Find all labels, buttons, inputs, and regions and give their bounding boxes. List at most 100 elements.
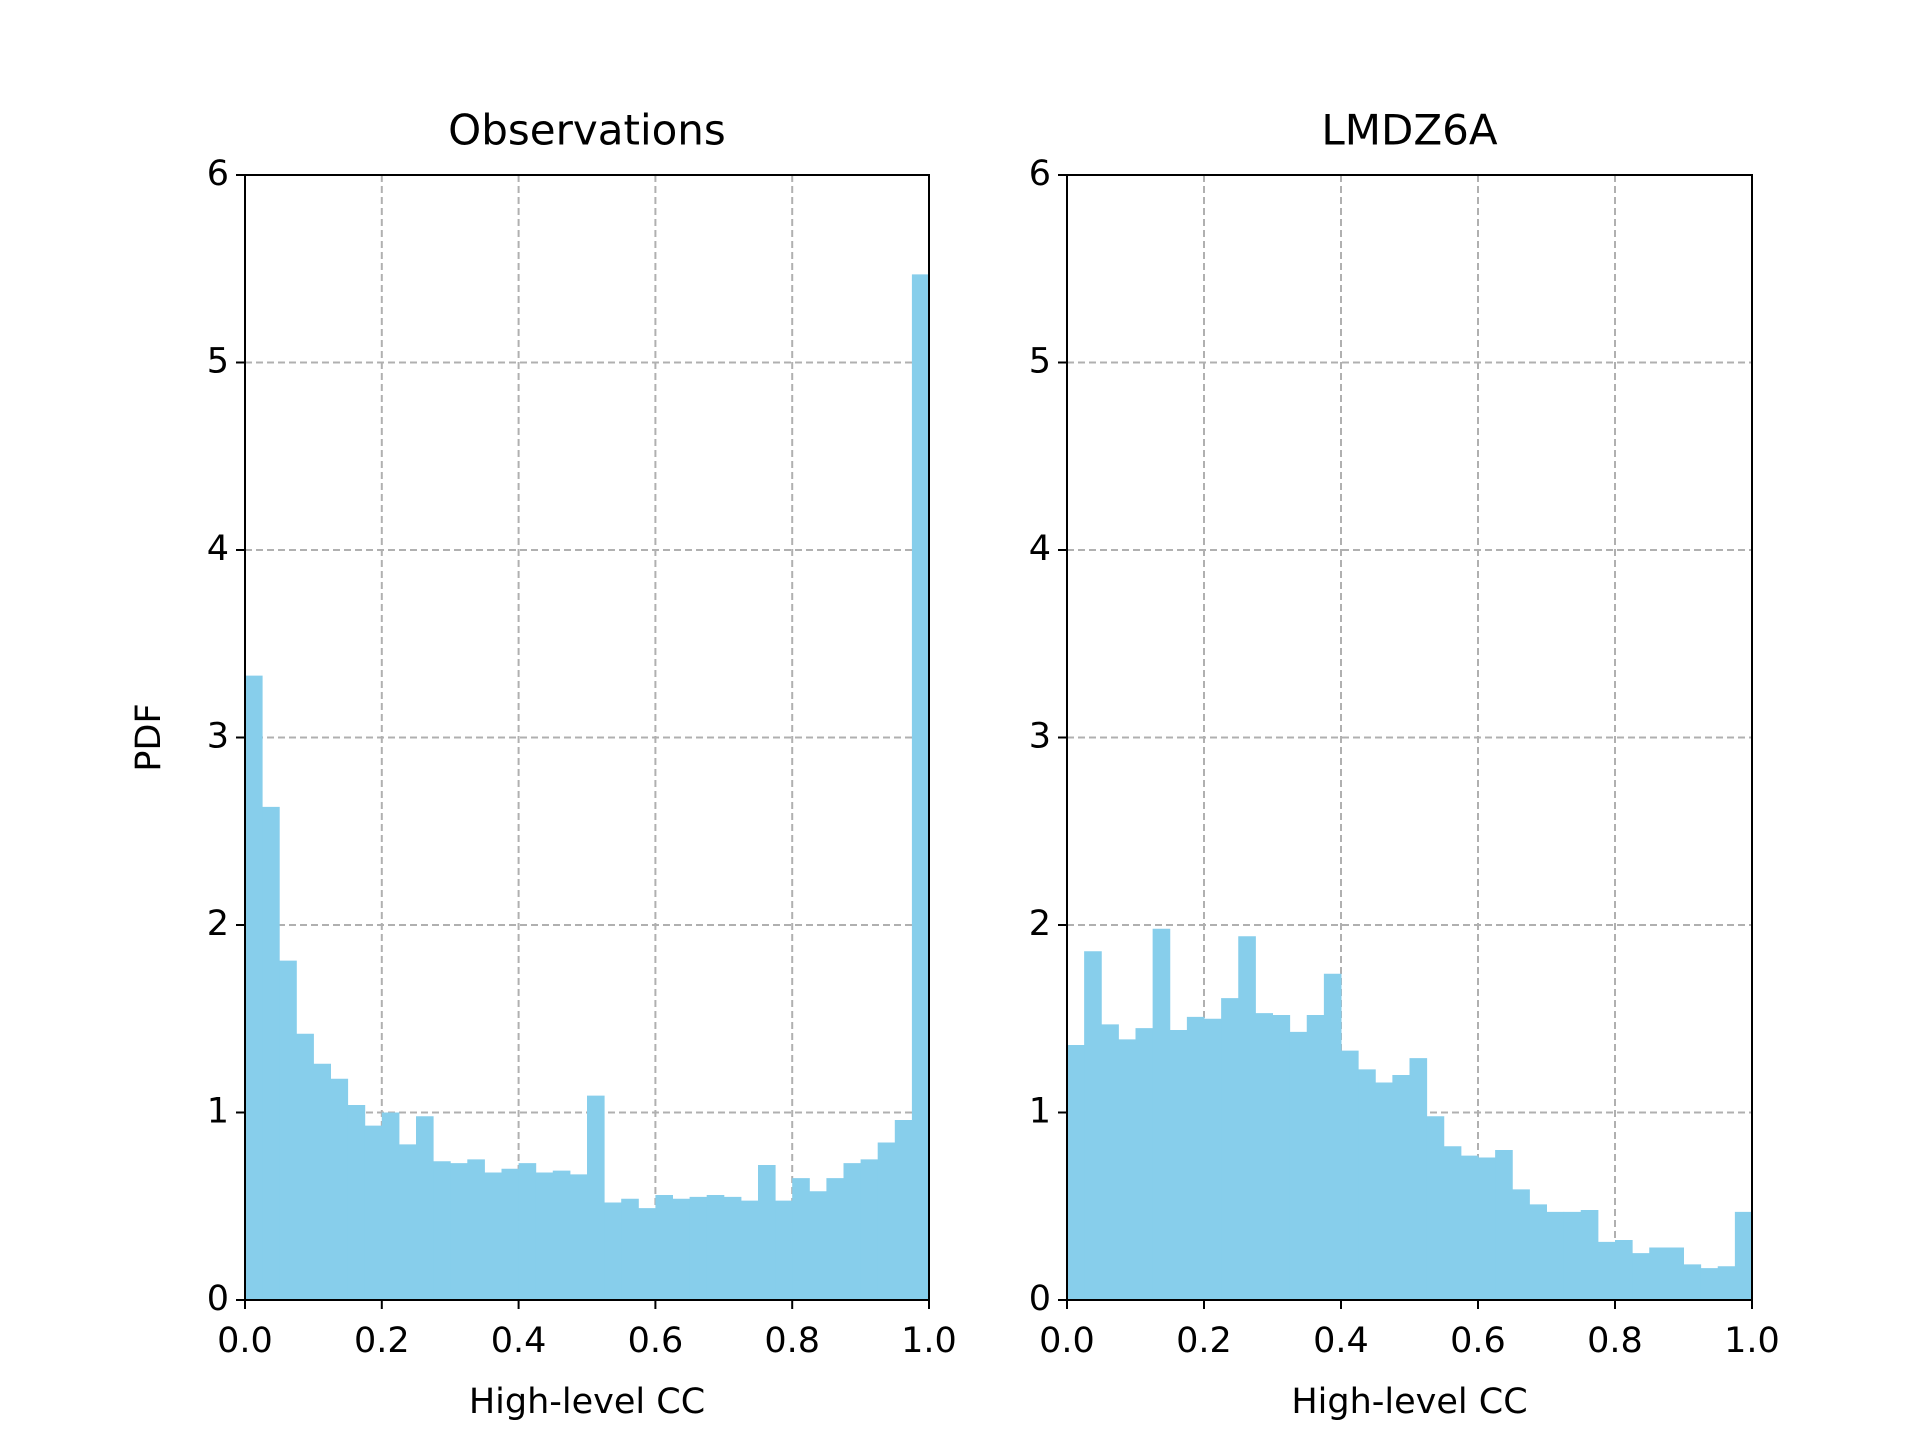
bar — [1084, 951, 1102, 1300]
bar — [1152, 928, 1171, 1300]
bar — [398, 1144, 417, 1300]
bar — [1700, 1268, 1719, 1300]
bar — [1409, 1058, 1428, 1300]
x-axis-label: High-level CC — [469, 1382, 705, 1422]
bar — [569, 1174, 588, 1300]
bar — [1683, 1264, 1702, 1300]
bar — [604, 1202, 622, 1300]
bar — [1478, 1157, 1496, 1300]
bar — [1375, 1082, 1393, 1300]
bar — [245, 675, 263, 1300]
y-tick-label: 2 — [207, 904, 229, 944]
y-tick-label: 0 — [207, 1279, 229, 1319]
chart-title: LMDZ6A — [1321, 106, 1497, 155]
bar — [1204, 1018, 1222, 1300]
bar — [1563, 1211, 1582, 1300]
bar — [484, 1172, 502, 1300]
bar — [1717, 1266, 1736, 1300]
bar — [1649, 1247, 1667, 1300]
y-axis-label: PDF — [129, 703, 169, 771]
x-tick-label: 0.2 — [354, 1321, 410, 1361]
y-tick-label: 4 — [207, 529, 229, 569]
bar — [860, 1159, 879, 1300]
bar — [809, 1191, 827, 1300]
chart-title: Observations — [448, 106, 726, 155]
bar — [1255, 1013, 1273, 1300]
x-tick-label: 1.0 — [1724, 1321, 1780, 1361]
y-tick-label: 3 — [1029, 717, 1051, 757]
y-tick-label: 5 — [207, 342, 229, 382]
bar — [1135, 1028, 1154, 1300]
bar — [1341, 1050, 1359, 1300]
x-tick-label: 0.0 — [217, 1321, 273, 1361]
bar — [1067, 1045, 1085, 1300]
bar — [758, 1165, 776, 1300]
bar — [638, 1208, 656, 1300]
bar — [672, 1198, 691, 1300]
bar — [262, 806, 280, 1300]
bar — [1101, 1024, 1119, 1300]
bar — [911, 274, 930, 1300]
bar — [381, 1112, 400, 1300]
bar — [1460, 1155, 1479, 1300]
bar — [518, 1163, 537, 1300]
bar — [1392, 1075, 1410, 1300]
bar — [296, 1033, 314, 1300]
y-tick-label: 3 — [207, 717, 229, 757]
bar — [1306, 1015, 1325, 1300]
bar — [587, 1095, 605, 1300]
bar — [1580, 1210, 1599, 1300]
bar — [723, 1196, 742, 1300]
x-tick-label: 0.6 — [1450, 1321, 1506, 1361]
x-tick-label: 0.2 — [1176, 1321, 1232, 1361]
y-tick-label: 1 — [207, 1092, 229, 1132]
bar — [535, 1172, 554, 1300]
bar — [313, 1063, 331, 1300]
bar — [775, 1200, 793, 1300]
bar — [1323, 973, 1342, 1300]
bar — [433, 1161, 451, 1300]
x-tick-label: 0.4 — [491, 1321, 547, 1361]
bar — [1186, 1016, 1205, 1300]
bar — [1666, 1247, 1684, 1300]
bar — [330, 1078, 349, 1300]
bar — [1221, 998, 1239, 1300]
bar — [1734, 1211, 1753, 1300]
y-tick-label: 2 — [1029, 904, 1051, 944]
bar — [1512, 1189, 1530, 1300]
y-tick-label: 6 — [207, 154, 229, 194]
bar — [347, 1105, 366, 1300]
bar — [1546, 1211, 1565, 1300]
bar — [740, 1200, 759, 1300]
x-tick-label: 0.0 — [1039, 1321, 1095, 1361]
bar — [706, 1195, 725, 1300]
bar — [1597, 1241, 1616, 1300]
bar — [843, 1163, 862, 1300]
bar — [416, 1116, 434, 1300]
bar — [1426, 1116, 1445, 1300]
bar — [1495, 1150, 1513, 1300]
bar — [1443, 1146, 1462, 1300]
bar — [1169, 1030, 1188, 1300]
bar — [689, 1196, 708, 1300]
bar — [467, 1159, 485, 1300]
bar — [792, 1178, 810, 1300]
bar — [655, 1195, 673, 1300]
bar — [877, 1142, 896, 1300]
bar — [894, 1120, 913, 1300]
bar — [279, 960, 297, 1300]
x-tick-label: 0.6 — [628, 1321, 684, 1361]
bar — [1272, 1015, 1291, 1300]
bar — [450, 1163, 468, 1300]
x-tick-label: 1.0 — [901, 1321, 957, 1361]
x-tick-label: 0.8 — [764, 1321, 820, 1361]
bar — [1118, 1039, 1136, 1300]
bar — [1529, 1204, 1547, 1300]
y-tick-label: 5 — [1029, 342, 1051, 382]
y-tick-label: 6 — [1029, 154, 1051, 194]
bar — [621, 1198, 639, 1300]
y-tick-label: 1 — [1029, 1092, 1051, 1132]
y-tick-label: 4 — [1029, 529, 1051, 569]
bar — [1238, 936, 1256, 1300]
